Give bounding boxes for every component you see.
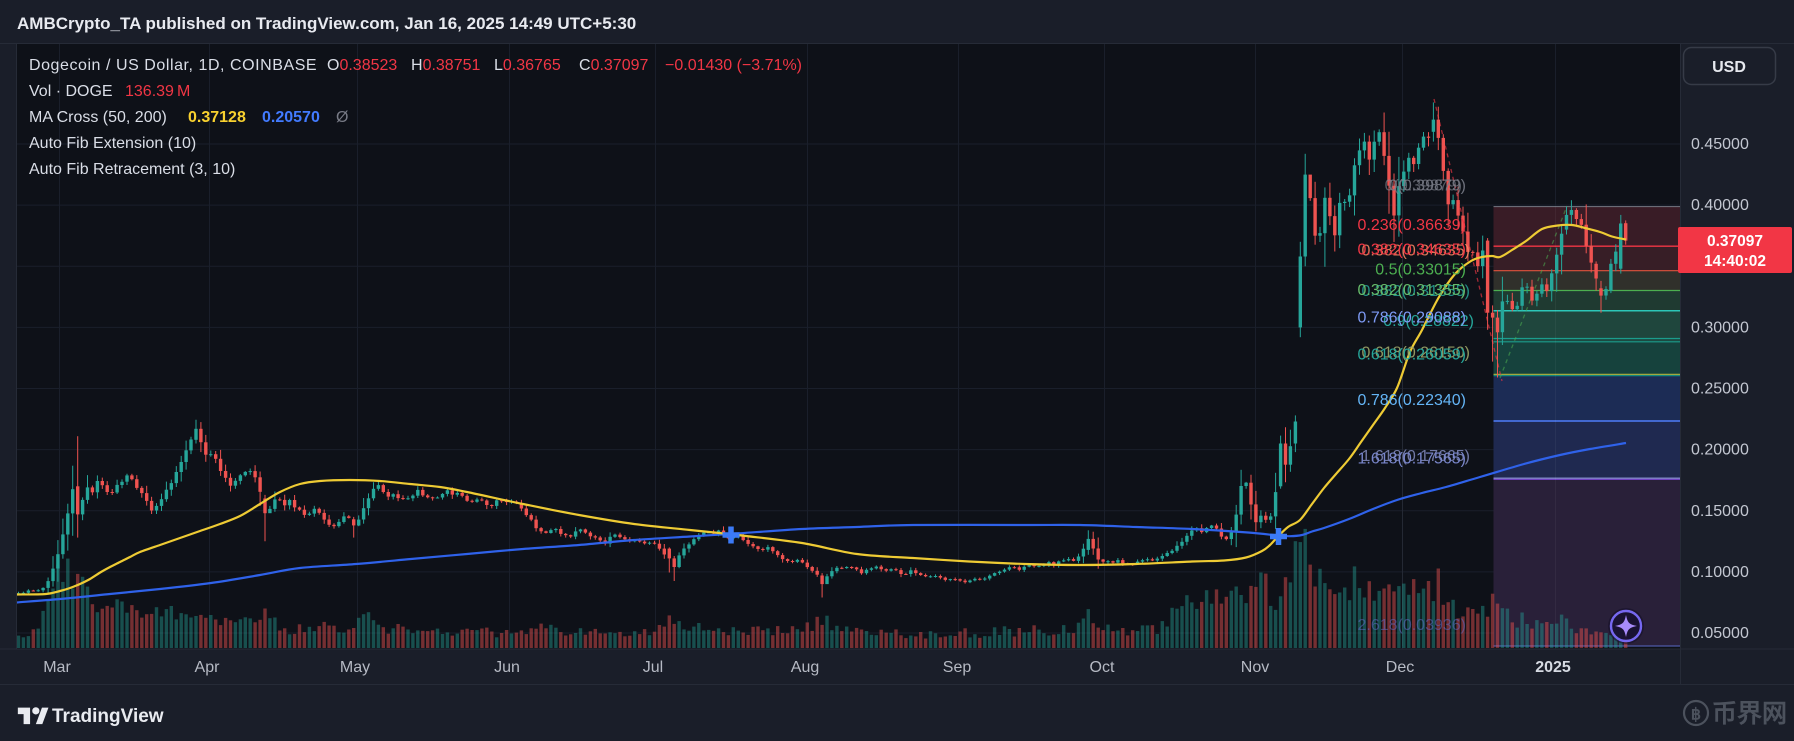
svg-text:0.37097: 0.37097: [1707, 233, 1763, 250]
svg-text:Dogecoin / US Dollar, 1D, COIN: Dogecoin / US Dollar, 1D, COINBASE: [29, 57, 317, 74]
svg-text:Auto Fib Extension (10): Auto Fib Extension (10): [29, 135, 196, 152]
svg-text:0.30000: 0.30000: [1691, 319, 1749, 336]
svg-text:币界网: 币界网: [1712, 700, 1787, 728]
svg-text:Sep: Sep: [943, 659, 972, 676]
svg-text:0.618(0.26150): 0.618(0.26150): [1361, 344, 1470, 361]
svg-text:Oct: Oct: [1090, 659, 1115, 676]
svg-text:0(0.39879): 0(0.39879): [1389, 178, 1466, 195]
svg-text:0.786(0.29088): 0.786(0.29088): [1357, 310, 1466, 327]
svg-text:0.05000: 0.05000: [1691, 625, 1749, 642]
svg-text:1.618(0.17565): 1.618(0.17565): [1357, 450, 1466, 467]
svg-text:0.10000: 0.10000: [1691, 564, 1749, 581]
svg-text:0.45000: 0.45000: [1691, 136, 1749, 153]
svg-text:0.382(0.31355): 0.382(0.31355): [1357, 282, 1466, 299]
svg-text:0.382(0.34635): 0.382(0.34635): [1357, 242, 1466, 259]
svg-text:Dec: Dec: [1386, 659, 1414, 676]
svg-text:1.618(0.17665): 1.618(0.17665): [1361, 448, 1470, 465]
svg-text:0.786(0.22340): 0.786(0.22340): [1357, 392, 1466, 409]
svg-text:Nov: Nov: [1241, 659, 1269, 676]
svg-text:0.382(0.31355): 0.382(0.31355): [1361, 283, 1470, 300]
svg-text:0.25000: 0.25000: [1691, 381, 1749, 398]
svg-text:Apr: Apr: [195, 659, 221, 676]
svg-text:0.15000: 0.15000: [1691, 503, 1749, 520]
svg-text:14:40:02: 14:40:02: [1704, 253, 1766, 270]
svg-text:2025: 2025: [1535, 659, 1571, 676]
svg-text:0.9(0.28822): 0.9(0.28822): [1383, 313, 1474, 330]
svg-text:Jun: Jun: [494, 659, 520, 676]
svg-text:Mar: Mar: [43, 659, 71, 676]
svg-text:May: May: [340, 659, 370, 676]
svg-text:0.236(0.36639): 0.236(0.36639): [1357, 217, 1466, 234]
svg-text:2.618(0.03936): 2.618(0.03936): [1357, 617, 1466, 634]
svg-text:0.618(0.26059): 0.618(0.26059): [1357, 347, 1466, 364]
svg-text:Jul: Jul: [643, 659, 663, 676]
svg-text:0.5(0.33015): 0.5(0.33015): [1375, 262, 1466, 279]
svg-text:Auto Fib Retracement (3, 10): Auto Fib Retracement (3, 10): [29, 161, 235, 178]
svg-text:AMBCrypto_TA published on Trad: AMBCrypto_TA published on TradingView.co…: [17, 14, 636, 33]
svg-text:TradingView: TradingView: [52, 706, 164, 727]
svg-text:0.20000: 0.20000: [1691, 442, 1749, 459]
svg-text:Aug: Aug: [791, 659, 819, 676]
svg-text:0(0.39879): 0(0.39879): [1385, 178, 1462, 195]
svg-text:฿: ฿: [1691, 707, 1701, 724]
svg-text:0.382(0.34635): 0.382(0.34635): [1361, 243, 1470, 260]
svg-text:0.40000: 0.40000: [1691, 197, 1749, 214]
svg-text:USD: USD: [1712, 59, 1746, 76]
